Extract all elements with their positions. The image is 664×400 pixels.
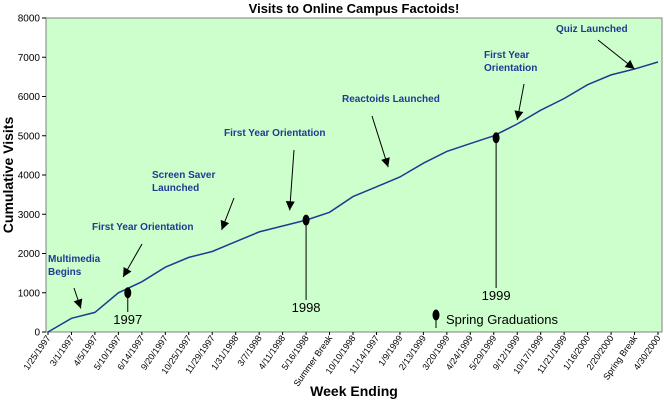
- arrowhead-icon: [514, 110, 524, 121]
- annotation-label: First Year Orientation: [224, 128, 326, 139]
- arrowhead-icon: [381, 157, 390, 168]
- annotation-label: Quiz Launched: [556, 24, 628, 35]
- y-tick-label: 5000: [18, 131, 41, 142]
- plot-background: [45, 17, 663, 333]
- legend-label: Spring Graduations: [446, 312, 559, 327]
- x-axis-label: Week Ending: [310, 383, 398, 399]
- arrowhead-icon: [123, 267, 132, 278]
- arrowhead-icon: [73, 298, 83, 309]
- y-tick-label: 4000: [18, 171, 41, 182]
- y-tick-label: 2000: [18, 249, 41, 260]
- annotation-label: Reactoids Launched: [342, 94, 440, 105]
- plot-area: [45, 17, 663, 333]
- annotation-label: Screen Saver Launched: [152, 170, 215, 194]
- arrowhead-icon: [220, 219, 230, 230]
- year-marker-label: 1997: [113, 312, 142, 327]
- y-axis-ticks: 0 1000 2000 3000 4000 5000 6000 7000 8000: [18, 14, 46, 339]
- annotation-line: Multimedia: [48, 254, 101, 265]
- series-layer: [47, 61, 659, 333]
- y-tick-label: 0: [34, 328, 40, 339]
- y-tick-label: 6000: [18, 92, 41, 103]
- annotation-arrow-shaft: [289, 149, 295, 211]
- y-tick-label: 7000: [18, 53, 41, 64]
- annotation-label: First Year Orientation: [484, 50, 537, 74]
- y-tick-label: 3000: [18, 210, 41, 221]
- annotation-line: Orientation: [484, 63, 537, 74]
- year-marker-icon: [302, 214, 310, 226]
- legend: Spring Graduations: [432, 309, 559, 328]
- year-marker-icon: [492, 132, 500, 144]
- y-tick-label: 1000: [18, 288, 41, 299]
- annotation-line: Begins: [48, 267, 82, 278]
- x-axis-ticks: 1/25/19973/1/19974/5/19975/10/19976/14/1…: [21, 332, 663, 388]
- annotation-layer: Multimedia Begins First Year Orientation Sc…: [48, 24, 635, 309]
- annotation-label: First Year Orientation: [92, 222, 194, 233]
- annotation-label: Multimedia Begins: [48, 254, 101, 278]
- year-marker-layer: 1997 1998 1999: [113, 132, 511, 327]
- series-line: [47, 61, 659, 333]
- annotation-line: Screen Saver: [152, 170, 215, 181]
- annotation-line: First Year: [484, 50, 530, 61]
- chart-title: Visits to Online Campus Factoids!: [249, 1, 460, 16]
- arrowhead-icon: [624, 59, 635, 70]
- annotation-line: Launched: [152, 183, 199, 194]
- year-marker-label: 1998: [292, 300, 321, 315]
- arrowhead-icon: [285, 201, 295, 211]
- x-tick-label: 1/25/1997: [21, 333, 52, 372]
- y-tick-label: 8000: [18, 14, 41, 25]
- y-axis-label: Cumulative Visits: [0, 117, 16, 234]
- year-marker-icon: [124, 287, 132, 299]
- year-marker-label: 1999: [482, 288, 511, 303]
